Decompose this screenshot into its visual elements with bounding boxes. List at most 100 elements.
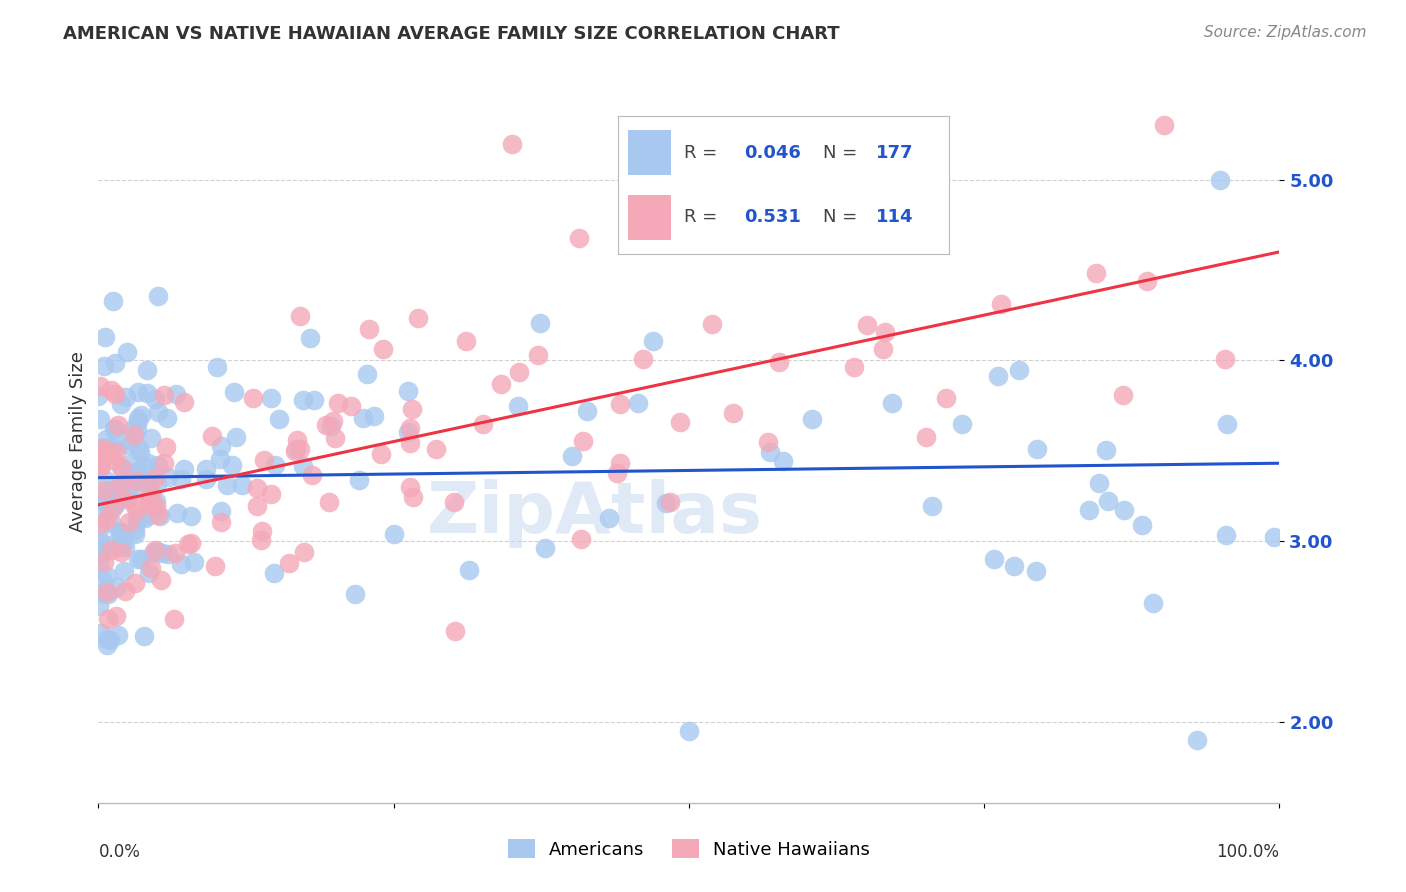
- Point: [136, 456, 159, 470]
- Point: [526, 348, 548, 362]
- Text: 100.0%: 100.0%: [1216, 843, 1279, 861]
- Point: [183, 555, 205, 569]
- Point: [87, 556, 110, 570]
- Point: [209, 439, 232, 453]
- Point: [401, 402, 423, 417]
- Point: [115, 475, 138, 490]
- Point: [114, 584, 136, 599]
- Point: [100, 516, 122, 530]
- Point: [163, 612, 186, 626]
- Point: [104, 422, 127, 436]
- Point: [278, 556, 301, 570]
- Point: [124, 427, 146, 442]
- Point: [396, 384, 419, 398]
- Point: [568, 231, 591, 245]
- Point: [215, 477, 238, 491]
- Point: [103, 494, 125, 508]
- Point: [444, 624, 467, 639]
- Y-axis label: Average Family Size: Average Family Size: [69, 351, 87, 532]
- Point: [529, 316, 551, 330]
- Point: [125, 465, 148, 479]
- Point: [146, 289, 169, 303]
- Point: [104, 498, 127, 512]
- Point: [107, 540, 129, 554]
- Point: [572, 434, 595, 448]
- Point: [1216, 417, 1239, 431]
- Point: [340, 400, 363, 414]
- Point: [138, 496, 160, 510]
- Point: [131, 552, 153, 566]
- Point: [110, 459, 132, 474]
- Point: [101, 442, 124, 456]
- Point: [101, 453, 124, 467]
- Point: [609, 397, 631, 411]
- Point: [89, 412, 111, 426]
- Point: [127, 552, 149, 566]
- Point: [208, 452, 231, 467]
- Point: [138, 566, 160, 581]
- Text: 0.0%: 0.0%: [98, 843, 141, 861]
- Point: [118, 457, 141, 471]
- Point: [264, 458, 287, 473]
- Point: [253, 453, 276, 467]
- Point: [292, 545, 315, 559]
- Point: [1209, 172, 1232, 186]
- Point: [155, 441, 177, 455]
- Point: [489, 377, 512, 392]
- Point: [1084, 266, 1107, 280]
- Point: [96, 538, 118, 552]
- Point: [87, 458, 110, 472]
- Point: [96, 585, 118, 599]
- Point: [633, 352, 655, 367]
- Point: [1112, 503, 1135, 517]
- Point: [180, 536, 202, 550]
- Point: [425, 442, 447, 456]
- Point: [721, 406, 744, 420]
- Point: [921, 499, 943, 513]
- Point: [153, 456, 176, 470]
- Point: [398, 436, 420, 450]
- Point: [170, 558, 193, 572]
- Point: [90, 541, 112, 556]
- Point: [94, 507, 117, 521]
- Point: [134, 474, 156, 488]
- Point: [127, 385, 149, 400]
- Point: [990, 297, 1012, 311]
- Point: [224, 384, 246, 399]
- Point: [138, 508, 160, 522]
- Point: [209, 515, 232, 529]
- Point: [263, 566, 285, 581]
- Point: [180, 509, 202, 524]
- Point: [103, 422, 125, 436]
- Point: [128, 441, 150, 455]
- Point: [406, 310, 429, 325]
- Point: [145, 471, 167, 485]
- Point: [700, 317, 723, 331]
- Point: [285, 442, 308, 457]
- Point: [94, 495, 117, 509]
- Point: [875, 325, 897, 339]
- Point: [127, 513, 149, 527]
- Point: [321, 419, 343, 434]
- Point: [87, 599, 110, 613]
- Point: [627, 395, 650, 409]
- Point: [669, 415, 692, 429]
- Point: [91, 441, 114, 455]
- Point: [146, 544, 169, 558]
- Point: [145, 499, 167, 513]
- Point: [112, 565, 135, 579]
- Point: [124, 527, 146, 541]
- Point: [302, 392, 325, 407]
- Point: [146, 508, 169, 522]
- Point: [110, 525, 132, 540]
- Point: [146, 404, 169, 418]
- Point: [94, 433, 117, 447]
- Point: [135, 385, 157, 400]
- Point: [659, 495, 682, 509]
- Point: [1025, 565, 1047, 579]
- Point: [89, 379, 111, 393]
- Point: [872, 342, 894, 356]
- Point: [292, 458, 315, 473]
- Point: [290, 309, 312, 323]
- Point: [157, 548, 180, 562]
